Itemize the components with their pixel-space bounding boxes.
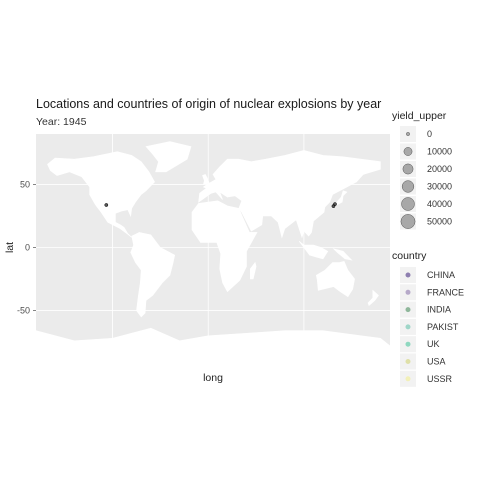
chart-title: Locations and countries of origin of nuc…: [36, 97, 382, 111]
land-indonesia: [298, 240, 329, 260]
land-south-america: [130, 232, 176, 318]
size-legend-symbol: [406, 132, 410, 136]
y-tick-label: 50: [20, 179, 30, 189]
color-legend-label: UK: [427, 339, 440, 349]
size-legend-label: 40000: [427, 199, 452, 209]
land-australia: [315, 261, 355, 298]
size-legend-title: yield_upper: [392, 110, 447, 122]
size-legend-symbol: [402, 163, 414, 175]
axes: 50 0 -50 long lat: [4, 179, 223, 384]
color-legend-label: USSR: [427, 374, 453, 384]
color-legend-symbol: [405, 324, 411, 330]
color-legend-symbol: [405, 376, 411, 382]
legends: 0 10000 20000 30000 40000 50000 CHINA FRANCE IND…: [400, 126, 464, 387]
land-greenland: [145, 141, 192, 173]
color-legend-symbol: [405, 307, 411, 313]
size-legend-symbol: [400, 214, 416, 229]
x-axis-title: long: [203, 372, 223, 384]
y-tick-label: -50: [17, 306, 30, 316]
color-legend-label: INDIA: [427, 305, 451, 315]
size-legend-label: 20000: [427, 164, 452, 174]
size-legend-label: 30000: [427, 182, 452, 192]
color-legend-label: PAKIST: [427, 322, 459, 332]
color-legend-symbol: [405, 272, 411, 278]
land-africa: [191, 200, 258, 293]
color-legend-symbol: [405, 289, 411, 295]
color-legend-symbol: [405, 341, 411, 347]
color-legend-label: USA: [427, 357, 446, 367]
land-eurasia: [198, 150, 381, 239]
size-legend-label: 0: [427, 129, 432, 139]
size-legend-symbol: [401, 197, 415, 211]
explosion-points: [104, 202, 337, 208]
explosion-point: [333, 202, 337, 206]
world-land: [35, 141, 391, 362]
y-axis-title: lat: [4, 242, 16, 253]
size-legend-symbol: [401, 180, 415, 193]
land-north-america: [47, 151, 155, 238]
size-legend-symbol: [403, 147, 413, 156]
land-antarctica: [35, 327, 391, 362]
explosion-point: [104, 203, 109, 207]
color-legend-label: FRANCE: [427, 287, 464, 297]
y-tick-label: 0: [25, 243, 30, 253]
land-britain: [202, 174, 210, 185]
land-new-zealand: [367, 289, 379, 307]
color-legend-symbol: [405, 359, 411, 364]
color-legend-title: country: [392, 250, 427, 262]
chart-subtitle: Year: 1945: [36, 116, 87, 128]
color-legend-label: CHINA: [427, 270, 455, 280]
land-madagascar: [250, 261, 257, 280]
size-legend-label: 50000: [427, 217, 452, 227]
land-new-guinea: [332, 248, 353, 261]
size-legend-label: 10000: [427, 147, 452, 157]
